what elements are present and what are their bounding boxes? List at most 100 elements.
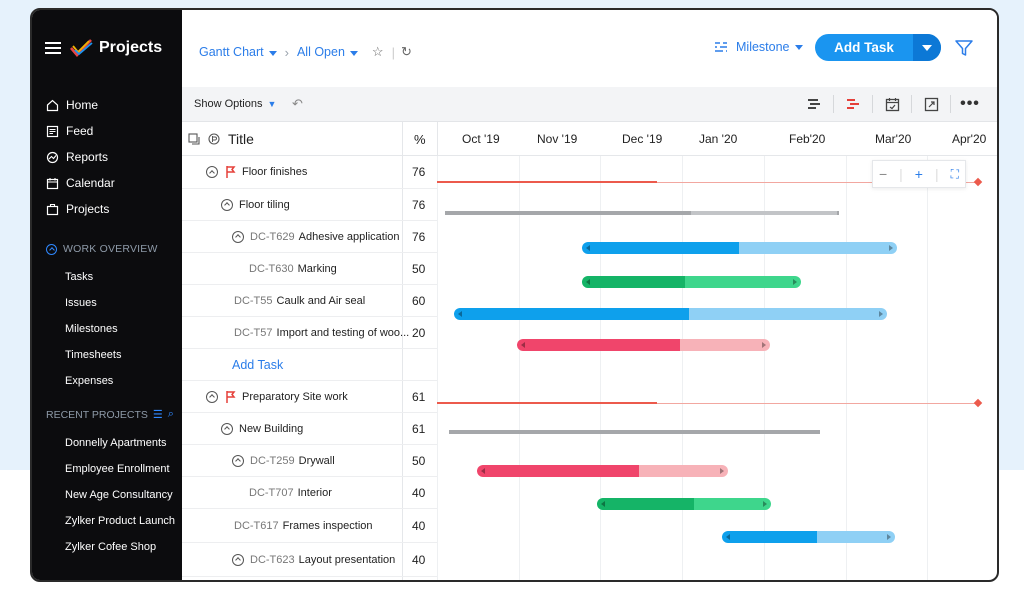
- drag-handle-right[interactable]: [887, 534, 891, 540]
- table-row[interactable]: Floor finishes 76: [182, 156, 437, 189]
- divider: [833, 95, 834, 113]
- table-row[interactable]: Preparatory Site work 61: [182, 381, 437, 413]
- drag-handle-right[interactable]: [763, 501, 767, 507]
- task-bar[interactable]: [582, 242, 897, 254]
- recent-project-item[interactable]: Employee Enrollment: [65, 463, 170, 475]
- collapse-icon[interactable]: [232, 553, 244, 566]
- milestone-remaining-line[interactable]: [657, 181, 977, 183]
- drag-handle-right[interactable]: [720, 468, 724, 474]
- collapse-icon[interactable]: [206, 166, 218, 178]
- nav-feed[interactable]: Feed: [46, 118, 178, 144]
- task-bar[interactable]: [722, 531, 895, 543]
- collapse-icon[interactable]: [221, 422, 233, 435]
- milestone-progress-line[interactable]: [437, 402, 657, 404]
- work-overview-header[interactable]: WORK OVERVIEW: [46, 243, 158, 255]
- drag-handle-left[interactable]: [521, 342, 525, 348]
- filter-selector[interactable]: All Open: [297, 45, 358, 59]
- show-options-label: Show Options: [194, 98, 263, 110]
- recent-project-item[interactable]: New Age Consultancy: [65, 489, 173, 501]
- menu-icon[interactable]: [45, 42, 61, 54]
- collapse-icon[interactable]: [206, 390, 218, 403]
- drag-handle-left[interactable]: [481, 468, 485, 474]
- milestone-selector[interactable]: Milestone: [714, 40, 803, 54]
- task-bar[interactable]: [454, 308, 887, 320]
- task-bar[interactable]: [597, 498, 771, 510]
- milestone-diamond[interactable]: [973, 177, 983, 186]
- search-icon[interactable]: ⌕: [167, 408, 174, 420]
- undo-icon[interactable]: ↶: [292, 96, 303, 111]
- milestone-remaining-line[interactable]: [657, 402, 977, 404]
- sidebar-item-expenses[interactable]: Expenses: [65, 375, 114, 387]
- table-row[interactable]: DC-T55 Caulk and Air seal 60: [182, 285, 437, 317]
- nav-calendar[interactable]: Calendar: [46, 170, 178, 196]
- table-row[interactable]: DC-T259 Drywall 50: [182, 445, 437, 477]
- select-columns-icon[interactable]: [188, 133, 200, 145]
- task-id: DC-T707: [249, 486, 294, 499]
- drag-handle-right[interactable]: [762, 342, 766, 348]
- view-selector[interactable]: Gantt Chart: [199, 45, 277, 59]
- add-task-dropdown[interactable]: [913, 34, 941, 61]
- calendar-view-icon[interactable]: [873, 95, 911, 113]
- task-bar[interactable]: [582, 276, 801, 288]
- drag-handle-right[interactable]: [889, 245, 893, 251]
- nav-home[interactable]: Home: [46, 92, 178, 118]
- table-row[interactable]: DC-T707 Interior 40: [182, 477, 437, 509]
- table-row[interactable]: DC-T57 Import and testing of woo... 20: [182, 317, 437, 349]
- reorder-icon[interactable]: [208, 133, 220, 145]
- drag-handle-left[interactable]: [601, 501, 605, 507]
- title-column-header[interactable]: Title: [188, 131, 254, 147]
- star-icon[interactable]: ☆: [371, 44, 384, 59]
- drag-handle-left[interactable]: [726, 534, 730, 540]
- drag-handle-right[interactable]: [879, 311, 883, 317]
- nav-reports[interactable]: Reports: [46, 144, 178, 170]
- summary-bar[interactable]: [449, 430, 820, 434]
- milestone-diamond[interactable]: [973, 398, 983, 407]
- task-title: Floor tiling: [239, 198, 290, 211]
- zoom-in-icon[interactable]: +: [914, 166, 923, 182]
- table-row[interactable]: DC-T629 Adhesive application 76: [182, 221, 437, 253]
- percent-cell: 61: [412, 389, 426, 404]
- summary-bar[interactable]: [445, 211, 839, 215]
- filter-funnel-icon[interactable]: [954, 38, 974, 58]
- recent-project-item[interactable]: Zylker Product Launch: [65, 515, 176, 527]
- drag-handle-left[interactable]: [458, 311, 462, 317]
- drag-handle-left[interactable]: [586, 279, 590, 285]
- percent-column-header[interactable]: %: [414, 132, 426, 147]
- divider: [911, 95, 912, 113]
- chevron-down-icon: [349, 51, 358, 56]
- recent-project-item[interactable]: Zylker Cofee Shop: [65, 541, 157, 553]
- sidebar-item-issues[interactable]: Issues: [65, 297, 97, 309]
- filter-sliders-icon[interactable]: ☰: [152, 409, 163, 421]
- more-options-icon[interactable]: •••: [960, 95, 980, 112]
- drag-handle-right[interactable]: [793, 279, 797, 285]
- sidebar-item-tasks[interactable]: Tasks: [65, 271, 94, 283]
- table-row[interactable]: DC-T630 Marking 50: [182, 253, 437, 285]
- brand: Projects: [45, 38, 162, 58]
- show-options-button[interactable]: Show Options ▼: [194, 98, 276, 110]
- recent-project-item[interactable]: Donnelly Apartments: [65, 437, 167, 449]
- critical-path-icon[interactable]: [834, 95, 872, 113]
- sidebar-item-timesheets[interactable]: Timesheets: [65, 349, 122, 361]
- table-row[interactable]: New Building 61: [182, 413, 437, 445]
- add-task-button[interactable]: Add Task: [815, 34, 941, 61]
- task-bar[interactable]: [517, 339, 770, 351]
- table-row[interactable]: DC-T617 Frames inspection 40: [182, 509, 437, 543]
- task-bar-progress: [517, 339, 680, 351]
- collapse-icon[interactable]: [221, 198, 233, 211]
- sidebar-item-milestones[interactable]: Milestones: [65, 323, 118, 335]
- add-task-link[interactable]: Add Task: [232, 357, 284, 372]
- table-row[interactable]: Add Task: [182, 349, 437, 381]
- milestone-progress-line[interactable]: [437, 181, 657, 183]
- zoom-out-icon[interactable]: −: [878, 166, 888, 182]
- table-row[interactable]: Floor tiling 76: [182, 189, 437, 221]
- nav-projects[interactable]: Projects: [46, 196, 178, 222]
- fit-screen-icon[interactable]: ⛶: [950, 166, 959, 181]
- collapse-icon[interactable]: [232, 230, 244, 243]
- table-row[interactable]: DC-T623 Layout presentation 40: [182, 543, 437, 577]
- collapse-icon[interactable]: [232, 454, 244, 467]
- task-bar[interactable]: [477, 465, 728, 477]
- drag-handle-left[interactable]: [586, 245, 590, 251]
- refresh-icon[interactable]: ↻: [400, 44, 412, 59]
- expand-icon[interactable]: [912, 95, 950, 113]
- baseline-icon[interactable]: [795, 95, 833, 113]
